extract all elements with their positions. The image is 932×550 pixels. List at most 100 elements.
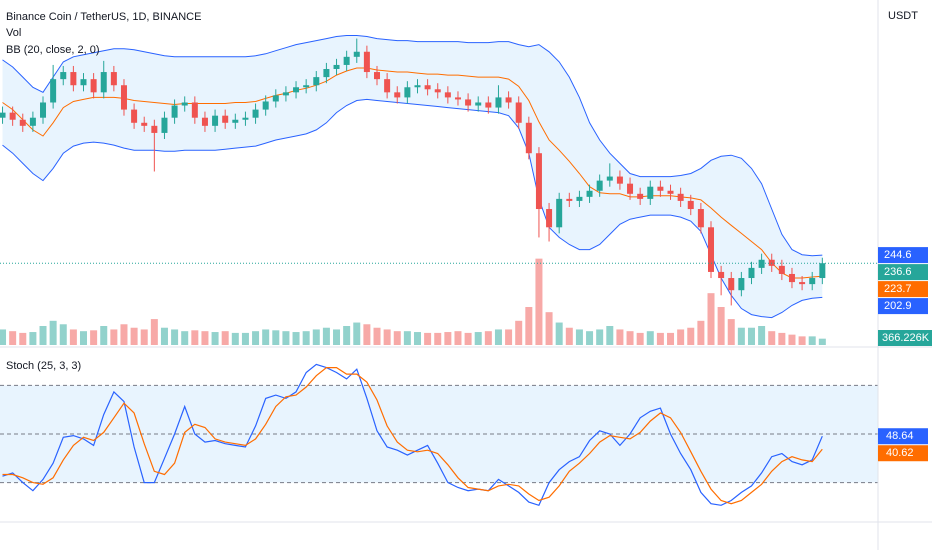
volume-bar	[9, 331, 17, 345]
candle-body	[212, 115, 219, 126]
candle-body	[80, 79, 87, 86]
volume-bar	[636, 332, 644, 345]
axis: 244.6 236.6 223.7 202.9 366.226K 48.64 40.62	[878, 247, 932, 462]
volume-bar	[130, 327, 138, 345]
volume-bar	[464, 332, 472, 345]
candle-body	[19, 119, 26, 126]
last-value-box	[878, 298, 928, 315]
volume-bar	[69, 329, 77, 345]
candle-body	[0, 112, 6, 118]
bb-fill	[2, 35, 823, 318]
stoch-value-label: 48.64	[886, 430, 914, 442]
volume-bar	[424, 332, 432, 345]
volume-bar	[747, 327, 755, 345]
volume-bar	[231, 332, 239, 345]
volume-bar	[150, 319, 158, 345]
candle-body	[637, 193, 644, 199]
candle-body	[748, 267, 755, 279]
candle-body	[424, 85, 431, 90]
last-value-label: 223.7	[884, 283, 912, 295]
volume-bar	[343, 326, 351, 345]
candle-body	[333, 64, 340, 69]
candle-body	[596, 180, 603, 191]
volume-bar	[19, 332, 27, 345]
candle-body	[282, 92, 289, 96]
candle-body	[252, 109, 259, 118]
candle-body	[546, 209, 553, 228]
stoch-value-label: 40.62	[886, 447, 914, 459]
candle-body	[40, 102, 47, 118]
stoch-k	[2, 363, 823, 507]
volume-bar	[282, 331, 290, 345]
candle-body	[70, 72, 77, 86]
volume-bar	[768, 331, 776, 345]
candle-body	[363, 51, 370, 73]
candle-body	[525, 122, 532, 154]
volume-bar	[403, 331, 411, 345]
volume-bar	[211, 332, 219, 345]
volume-bar	[393, 331, 401, 345]
volume-bar	[758, 326, 766, 345]
candle-body	[191, 102, 198, 118]
candle-body	[171, 105, 178, 118]
candle-body	[647, 186, 654, 199]
volume-bar	[373, 327, 381, 345]
volume-value-box	[878, 330, 932, 346]
volume-bar	[0, 329, 7, 345]
bb-band	[2, 98, 823, 319]
volume-value-label: 366.226K	[882, 332, 930, 344]
volume-bar	[484, 331, 492, 345]
plot	[0, 35, 878, 507]
candle-body	[394, 92, 401, 98]
volume-bar	[262, 329, 270, 345]
candle-body	[778, 265, 785, 274]
candle-body	[475, 102, 482, 106]
candle-body	[728, 278, 735, 291]
volume-bar	[525, 307, 533, 345]
candle-body	[819, 263, 826, 279]
volume-bar	[90, 330, 98, 345]
candle-body	[687, 200, 694, 210]
candle-body	[131, 109, 138, 123]
candle-body	[384, 79, 391, 93]
volume-bar	[312, 329, 320, 345]
volume-bar	[788, 334, 796, 345]
candle-body	[141, 122, 148, 126]
candle-body	[667, 190, 674, 194]
volume-bar	[717, 307, 725, 345]
last-value-label: 244.6	[884, 249, 912, 261]
volume-bar	[191, 330, 199, 345]
candle-body	[495, 97, 502, 108]
candle-body	[788, 273, 795, 283]
candle-body	[323, 69, 330, 78]
candle-body	[697, 209, 704, 228]
candle-body	[353, 51, 360, 57]
volume-bar	[687, 327, 695, 345]
volume-bar	[363, 324, 371, 345]
volume-bar	[272, 330, 280, 345]
volume-bar	[565, 327, 573, 345]
volume-bar	[707, 293, 715, 345]
candle-body	[262, 101, 269, 110]
volume-bar	[505, 329, 513, 345]
candle-body	[758, 259, 765, 268]
volume-bar	[606, 326, 614, 345]
candle-body	[434, 89, 441, 93]
volume-bar	[575, 329, 583, 345]
volume-bar	[434, 332, 442, 345]
volume-bar	[798, 336, 806, 345]
volume-bar	[515, 320, 523, 345]
candle-body	[454, 97, 461, 100]
candle-body	[293, 87, 300, 93]
volume-bar	[59, 324, 67, 345]
candle-body	[60, 72, 67, 80]
candle-body	[374, 72, 381, 80]
candle-body	[505, 97, 512, 103]
volume-bar	[181, 331, 189, 345]
candle-body	[677, 193, 684, 201]
volume-bar	[160, 327, 168, 345]
volume-bar	[545, 312, 553, 345]
candle-body	[535, 153, 542, 210]
